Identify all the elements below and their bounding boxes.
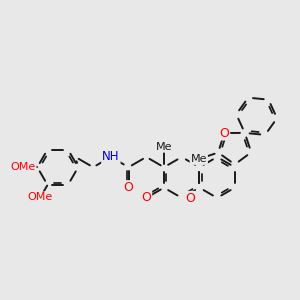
Text: NH: NH — [102, 151, 120, 164]
Text: O: O — [219, 127, 229, 140]
Text: O: O — [141, 191, 151, 204]
Text: OMe: OMe — [11, 162, 36, 172]
Text: OMe: OMe — [28, 192, 53, 202]
Text: O: O — [186, 192, 196, 205]
Text: Me: Me — [156, 142, 172, 152]
Text: O: O — [124, 181, 134, 194]
Text: Me: Me — [190, 154, 207, 164]
